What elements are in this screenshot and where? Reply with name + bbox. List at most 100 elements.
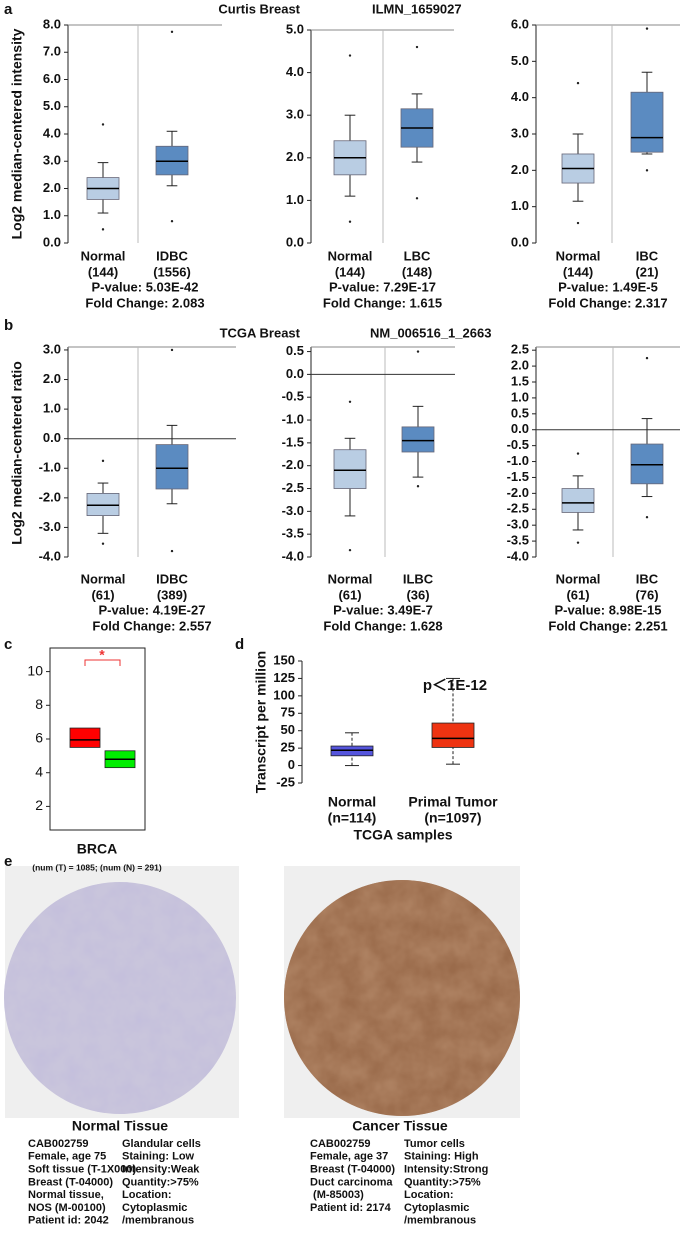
caption-line: Cytoplasmic [122,1202,187,1214]
x-tick-label: Normal [81,248,126,263]
annotation: p＜1E-12 [423,677,487,694]
caption-line: /membranous [404,1215,476,1227]
p-value: P-value: 1.49E-5 [558,279,658,294]
group-size: (36) [406,587,429,602]
caption-line: Duct carcinoma [310,1176,393,1188]
x-tick-label: IDBC [156,571,188,586]
outlier [576,541,580,544]
y-tick-label: 5.0 [43,98,61,113]
caption-line: Staining: Low [122,1151,195,1163]
y-tick-label: -0.5 [507,437,529,452]
box [401,426,435,453]
panel-label: e [4,853,12,870]
caption-line: NOS (M-00100) [28,1202,106,1214]
sample-note: (num (T) = 1085; (num (N) = 291) [32,862,162,872]
caption-line: Cytoplasmic [404,1202,469,1214]
outlier [170,549,174,553]
box [431,722,475,748]
y-tick-label: 8.0 [43,16,61,31]
caption-line: Normal tissue, [28,1189,104,1201]
outlier [645,356,649,360]
y-tick-label: 1.0 [43,207,61,222]
chart-subtitle: NM_006516_1_2663 [370,325,491,340]
y-tick-label: 0.0 [43,234,61,249]
fold-change: Fold Change: 2.083 [85,295,204,310]
outlier [576,81,580,85]
x-tick-label: ILBC [403,571,434,586]
fold-change: Fold Change: 2.317 [548,295,667,310]
y-tick-label: 3.0 [43,153,61,168]
y-tick-label: 2.0 [43,371,61,386]
x-axis-label: TCGA samples [353,827,452,843]
box [69,727,101,748]
box [630,91,664,153]
outlier [645,169,649,172]
y-tick-label: 2.0 [511,162,529,177]
panel-label: b [4,317,13,334]
y-tick-label: 100 [273,687,295,702]
y-tick-label: 3.0 [43,341,61,356]
y-tick-label: -2.0 [282,457,304,472]
y-tick-label: 50 [281,722,295,737]
outlier [348,220,352,223]
chart-title: TCGA Breast [220,325,301,340]
p-value: P-value: 7.29E-17 [329,279,436,294]
y-tick-label: 4.0 [43,125,61,140]
fold-change: Fold Change: 1.628 [323,618,442,633]
outlier [170,30,174,34]
y-tick-label: 4.0 [286,64,304,79]
y-tick-label: -2.5 [282,480,304,495]
caption-line: (M-85003) [310,1189,364,1201]
y-tick-label: 3.0 [286,107,304,122]
y-tick-label: -3.5 [282,526,304,541]
caption-line: Intensity:Strong [404,1164,488,1176]
p-value: P-value: 8.98E-15 [555,602,662,617]
caption-line: Soft tissue (T-1X000) [28,1164,137,1176]
outlier [101,459,105,463]
y-tick-label: -1.5 [282,434,304,449]
panel-label: d [235,636,244,653]
y-tick-label: 10 [27,662,43,678]
outlier [101,542,105,545]
y-tick-label: 0.0 [511,421,529,436]
outlier [645,516,649,519]
y-tick-label: 6.0 [43,71,61,86]
caption-line: /membranous [122,1215,194,1227]
significance-bracket [84,659,121,666]
x-tick-label: IBC [636,248,659,263]
x-tick-label: Normal [556,248,601,263]
fold-change: Fold Change: 2.557 [92,618,211,633]
y-tick-label: 150 [273,652,295,667]
p-value: P-value: 5.03E-42 [92,279,199,294]
y-axis-label: Log2 median-centered ratio [9,361,25,545]
group-size: (1556) [153,264,191,279]
x-axis-label: BRCA [77,841,117,857]
outlier [415,45,419,49]
y-tick-label: -3.5 [507,533,529,548]
outlier [101,123,105,126]
y-tick-label: -4.0 [282,548,304,563]
x-tick-label: Normal [328,794,376,810]
group-size: (148) [402,264,432,279]
panel-label: c [4,636,12,653]
y-tick-label: 0.0 [286,234,304,249]
y-tick-label: 6.0 [511,16,529,31]
group-size: (21) [635,264,658,279]
x-tick-label: IBC [636,571,659,586]
y-tick-label: -1.5 [507,469,529,484]
caption-line: Glandular cells [122,1138,201,1150]
y-tick-label: 0 [288,757,295,772]
chart-subtitle: ILMN_1659027 [372,1,462,16]
chart-title: Curtis Breast [218,1,300,16]
outlier [348,548,352,552]
y-tick-label: 2.0 [43,180,61,195]
caption-line: CAB002759 [28,1138,89,1150]
group-size: (144) [335,264,365,279]
fold-change: Fold Change: 1.615 [323,295,442,310]
tissue-title: Normal Tissue [72,1118,168,1134]
outlier [348,400,352,403]
y-tick-label: 0.0 [43,430,61,445]
tissue-texture [4,882,236,1114]
group-size: (n=114) [328,810,377,826]
group-size: (n=1097) [424,810,481,826]
